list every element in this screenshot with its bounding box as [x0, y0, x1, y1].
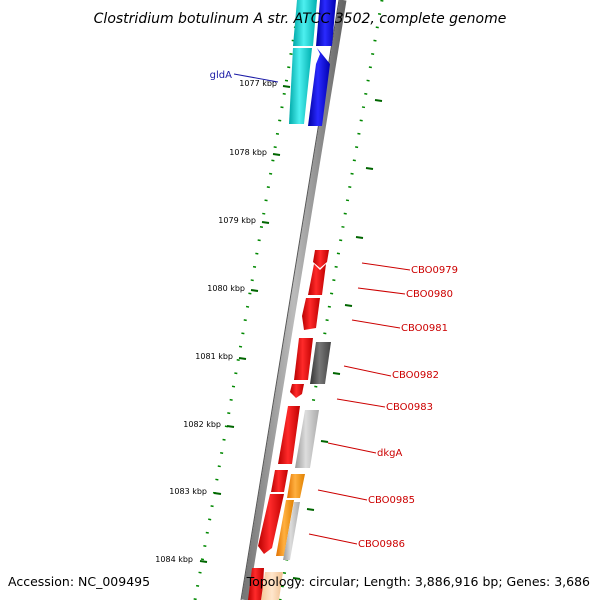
- gene-label: CBO0981: [401, 323, 448, 334]
- inner-ticks: [292, 99, 383, 580]
- gene-feature-red: [258, 494, 284, 554]
- leader-line: [317, 489, 368, 501]
- tick-mark: [226, 425, 235, 428]
- leader-line: [336, 398, 386, 408]
- tick-label: 1082 kbp: [183, 420, 221, 429]
- tick-label: 1081 kbp: [195, 352, 233, 361]
- tick-mark: [374, 99, 383, 102]
- tick-label: 1080 kbp: [207, 284, 245, 293]
- gene-features: [248, 0, 336, 600]
- gene-feature-lightgray: [283, 502, 300, 560]
- gene-feature-blue: [308, 48, 330, 126]
- gene-feature-red: [294, 338, 313, 380]
- genome-backbone: [241, 0, 347, 601]
- leader-line: [308, 533, 358, 545]
- gene-label: gldA: [210, 70, 232, 81]
- gene-feature-red: [248, 568, 264, 600]
- tick-label: 1083 kbp: [169, 487, 207, 496]
- tick-mark: [332, 372, 341, 375]
- gene-feature-red: [290, 384, 304, 398]
- gene-feature-darkgray: [310, 342, 331, 384]
- leader-line-gldA: [233, 73, 279, 83]
- leader-line: [361, 262, 411, 271]
- tick-label: 1078 kbp: [229, 148, 267, 157]
- gene-label: CBO0982: [392, 370, 439, 381]
- tick-mark: [365, 167, 374, 170]
- gene-feature-peach: [261, 572, 283, 600]
- tick-label: 1077 kbp: [239, 79, 277, 88]
- leader-line: [343, 365, 392, 377]
- tick-mark: [272, 153, 281, 156]
- gene-label: dkgA: [377, 448, 402, 459]
- tick-label: 1084 kbp: [155, 555, 193, 564]
- tick-mark: [238, 357, 247, 360]
- gene-feature-red: [278, 406, 300, 464]
- gene-feature-red: [308, 264, 326, 295]
- tick-mark: [213, 492, 222, 495]
- gene-feature-lightgray: [295, 410, 319, 468]
- tick-mark: [344, 304, 353, 307]
- tick-mark: [261, 221, 270, 224]
- gene-feature-red: [271, 470, 288, 492]
- tick-mark: [199, 560, 208, 563]
- leader-line: [357, 287, 406, 295]
- gene-feature-orange: [287, 474, 305, 498]
- gene-label: CBO0979: [411, 265, 458, 276]
- gene-feature-orange: [276, 500, 294, 556]
- tick-mark: [320, 440, 329, 443]
- gene-label: CBO0985: [368, 495, 415, 506]
- accession-text: Accession: NC_009495: [8, 574, 150, 589]
- tick-labels: 1077 kbp 1078 kbp 1079 kbp 1080 kbp 1081…: [155, 79, 277, 564]
- leader-line: [351, 319, 401, 329]
- tick-mark: [282, 85, 291, 88]
- tick-mark: [292, 577, 301, 580]
- gene-labels: gldA CBO0979 CBO0980 CBO0981 CBO0982 CBO…: [210, 70, 458, 550]
- leader-line: [327, 442, 377, 454]
- tick-mark: [355, 236, 364, 239]
- topology-text: Topology: circular; Length: 3,886,916 bp…: [246, 574, 590, 589]
- gene-label: CBO0986: [358, 539, 405, 550]
- gene-feature-red: [302, 298, 320, 330]
- gene-feature-red: [313, 250, 329, 268]
- gene-feature-cyan: [289, 48, 312, 124]
- tick-mark: [306, 508, 315, 511]
- tick-label: 1079 kbp: [218, 216, 256, 225]
- gene-feature-blue: [316, 0, 336, 46]
- leader-lines: [233, 73, 411, 545]
- gene-label: CBO0983: [386, 402, 433, 413]
- gene-feature-cyan: [293, 0, 317, 46]
- map-title: Clostridium botulinum A str. ATCC 3502, …: [94, 11, 507, 27]
- tick-mark: [250, 289, 259, 292]
- gene-label: CBO0980: [406, 289, 453, 300]
- major-ticks: [199, 85, 291, 563]
